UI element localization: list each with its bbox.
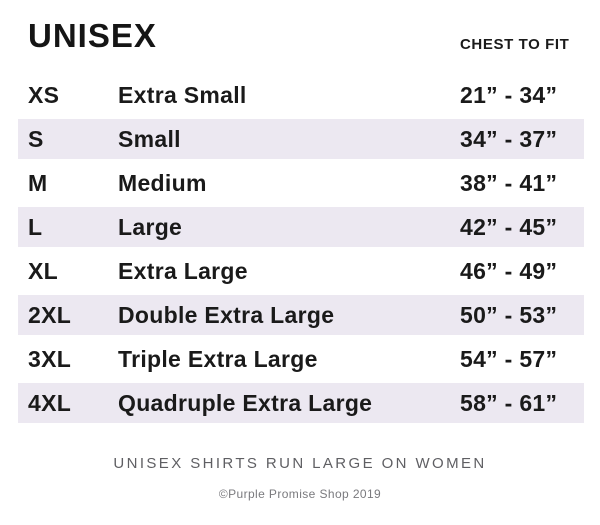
table-row: 3XL Triple Extra Large 54” - 57”	[18, 337, 584, 381]
size-code-cell: XS	[28, 81, 60, 108]
table-row: 4XL Quadruple Extra Large 58” - 61”	[18, 381, 584, 425]
size-name-cell: Extra Large	[118, 257, 248, 284]
table-row: M Medium 38” - 41”	[18, 161, 584, 205]
fit-note: UNISEX SHIRTS RUN LARGE ON WOMEN	[113, 455, 487, 472]
chest-range-cell: 38” - 41”	[460, 169, 558, 196]
chest-range-cell: 58” - 61”	[460, 389, 558, 416]
size-table: XS Extra Small 21” - 34” S Small 34” - 3…	[18, 73, 584, 425]
chest-to-fit-column-header: CHEST TO FIT	[460, 36, 570, 53]
table-row: 2XL Double Extra Large 50” - 53”	[18, 293, 584, 337]
table-row: XL Extra Large 46” - 49”	[18, 249, 584, 293]
table-row: L Large 42” - 45”	[18, 205, 584, 249]
chest-range-cell: 54” - 57”	[460, 345, 558, 372]
size-name-cell: Triple Extra Large	[118, 345, 318, 372]
page-title: UNISEX	[28, 17, 157, 54]
size-code-cell: 2XL	[28, 301, 72, 328]
chest-range-cell: 42” - 45”	[460, 213, 558, 240]
chest-range-cell: 34” - 37”	[460, 125, 558, 152]
size-code-cell: 4XL	[28, 389, 72, 416]
table-row: S Small 34” - 37”	[18, 117, 584, 161]
size-code-cell: S	[28, 125, 44, 152]
size-name-cell: Small	[118, 125, 181, 152]
chest-range-cell: 21” - 34”	[460, 81, 558, 108]
chest-range-cell: 50” - 53”	[460, 301, 558, 328]
size-name-cell: Extra Small	[118, 81, 247, 108]
size-name-cell: Medium	[118, 169, 207, 196]
size-name-cell: Large	[118, 213, 183, 240]
size-name-cell: Quadruple Extra Large	[118, 389, 373, 416]
chest-range-cell: 46” - 49”	[460, 257, 558, 284]
size-name-cell: Double Extra Large	[118, 301, 335, 328]
copyright-text: ©Purple Promise Shop 2019	[218, 487, 382, 501]
size-code-cell: M	[28, 169, 48, 196]
table-row: XS Extra Small 21” - 34”	[18, 73, 584, 117]
size-code-cell: 3XL	[28, 345, 72, 372]
size-code-cell: XL	[28, 257, 58, 284]
size-code-cell: L	[28, 213, 43, 240]
